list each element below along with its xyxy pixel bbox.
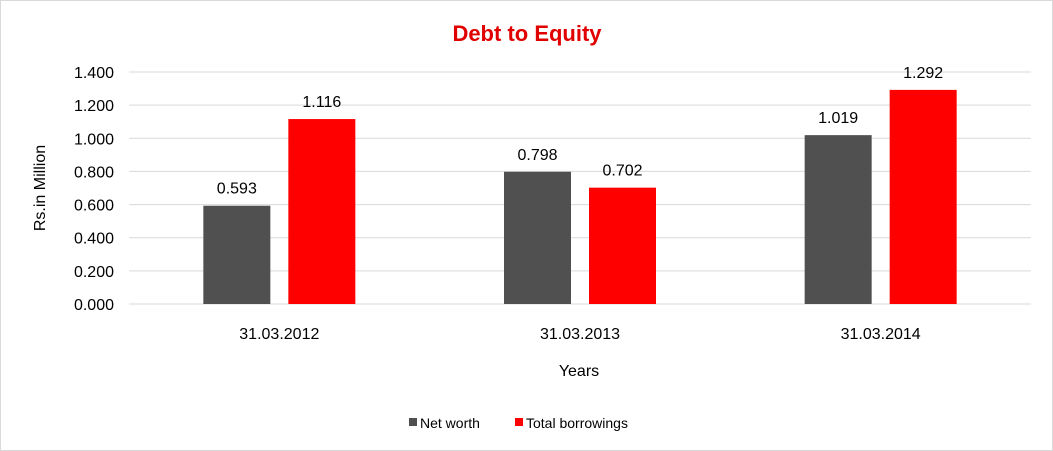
y-tick-label: 1.000 [74,131,114,148]
bars [203,89,957,304]
bar-total-borrowings [889,89,957,304]
chart-title: Debt to Equity [452,21,602,46]
data-label: 0.798 [517,147,557,164]
y-tick-label: 0.800 [74,164,114,181]
y-tick-label: 0.600 [74,198,114,215]
x-tick-label: 31.03.2013 [540,326,620,343]
data-label: 1.116 [302,94,341,111]
y-tick-label: 0.200 [74,264,114,281]
legend-swatch [515,418,523,426]
x-axis-ticks: 31.03.2012 31.03.2013 31.03.2014 [239,326,921,343]
bar-total-borrowings [288,119,356,304]
legend-swatch [409,418,417,426]
y-axis-ticks: 0.000 0.200 0.400 0.600 0.800 1.000 1.200 1.400 [74,65,114,314]
x-tick-label: 31.03.2012 [239,326,319,343]
y-tick-label: 1.400 [74,65,114,82]
legend: Net worth Total borrowings [409,415,628,431]
bar-net-worth [504,171,571,304]
y-tick-label: 1.200 [74,98,114,115]
x-tick-label: 31.03.2014 [841,326,921,343]
gridlines [129,71,1031,305]
data-label: 0.593 [217,181,257,198]
bar-total-borrowings [589,187,656,304]
y-axis-title: Rs.in Million [32,145,49,231]
legend-label: Net worth [420,415,480,431]
y-tick-label: 0.000 [74,297,114,314]
data-labels: 0.593 1.116 0.798 0.702 1.019 1.292 [217,65,943,198]
data-label: 1.292 [903,65,943,82]
bar-net-worth [203,205,271,304]
legend-label: Total borrowings [526,415,628,431]
bar-net-worth [804,135,872,304]
x-axis-title: Years [559,363,599,380]
data-label: 1.019 [818,110,858,127]
y-tick-label: 0.400 [74,231,114,248]
data-label: 0.702 [602,163,642,180]
